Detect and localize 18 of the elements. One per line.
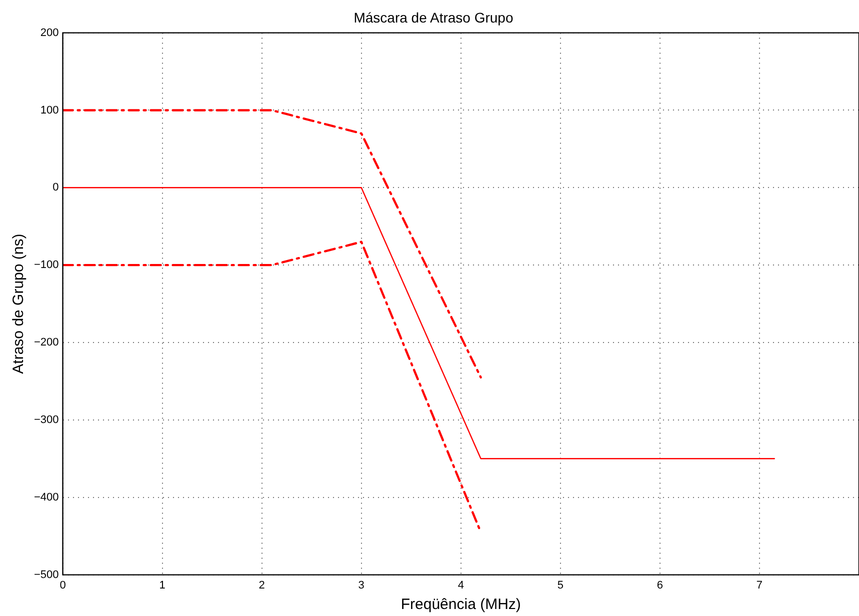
chart-title: Máscara de Atraso Grupo	[354, 9, 514, 26]
x-tick-label: 6	[656, 579, 664, 592]
y-tick-label: −200	[34, 336, 59, 349]
x-tick-label: 2	[258, 579, 265, 592]
x-tick-label: 3	[358, 579, 364, 592]
x-axis-title: Freqüência (MHz)	[400, 596, 521, 614]
y-tick-label: −400	[34, 491, 59, 504]
y-tick-label: 100	[40, 104, 59, 116]
x-tick-label: 5	[557, 579, 564, 592]
y-tick-label: −100	[34, 259, 59, 272]
y-tick-label: −500	[34, 568, 59, 581]
y-axis-title: Atraso de Grupo (ns)	[10, 234, 28, 374]
y-tick-label: −300	[34, 414, 59, 426]
x-tick-label: 4	[458, 579, 464, 592]
y-tick-label: 200	[40, 26, 59, 39]
x-tick-label: 1	[159, 579, 166, 592]
y-tick-label: 0	[52, 182, 59, 194]
x-tick-label: 7	[756, 579, 763, 592]
